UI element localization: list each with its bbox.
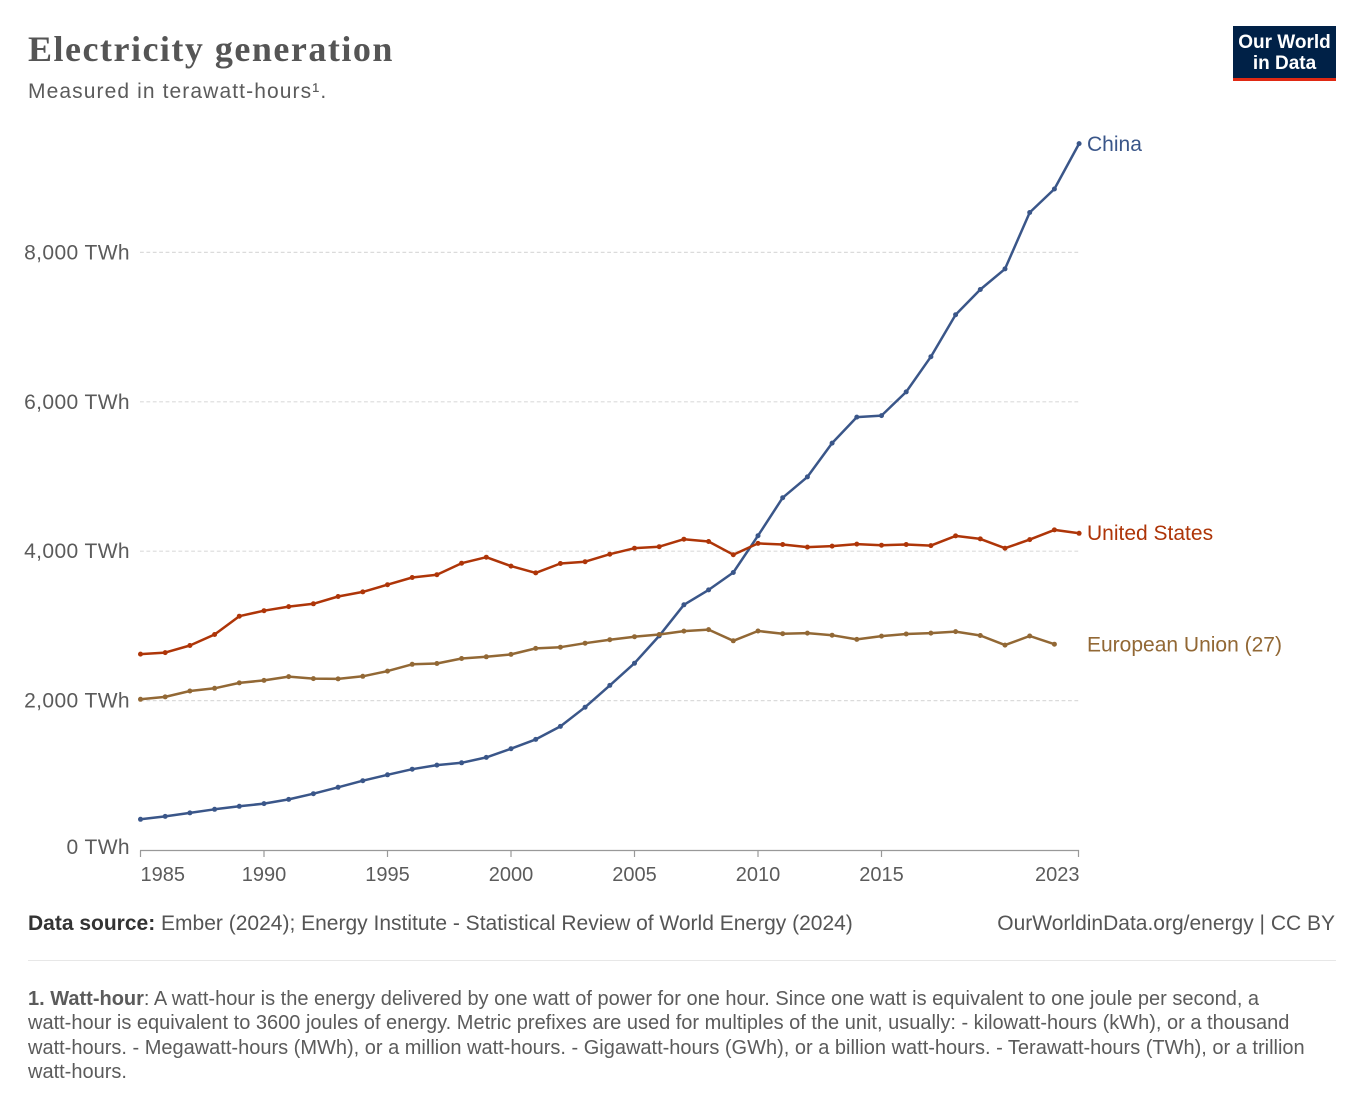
- svg-text:8,000 TWh: 8,000 TWh: [24, 241, 130, 264]
- svg-text:European Union (27): European Union (27): [1087, 634, 1282, 657]
- svg-text:0 TWh: 0 TWh: [67, 836, 130, 859]
- svg-text:2015: 2015: [859, 864, 904, 886]
- svg-text:2,000 TWh: 2,000 TWh: [24, 690, 130, 713]
- svg-text:2005: 2005: [612, 864, 657, 886]
- svg-text:6,000 TWh: 6,000 TWh: [24, 391, 130, 414]
- svg-text:1990: 1990: [242, 864, 287, 886]
- svg-text:2000: 2000: [489, 864, 534, 886]
- svg-text:1995: 1995: [365, 864, 410, 886]
- svg-text:2023: 2023: [1035, 864, 1080, 886]
- svg-text:China: China: [1087, 133, 1142, 156]
- svg-text:2010: 2010: [736, 864, 781, 886]
- svg-text:1985: 1985: [141, 864, 186, 886]
- svg-text:United States: United States: [1087, 522, 1213, 545]
- svg-text:4,000 TWh: 4,000 TWh: [24, 540, 130, 563]
